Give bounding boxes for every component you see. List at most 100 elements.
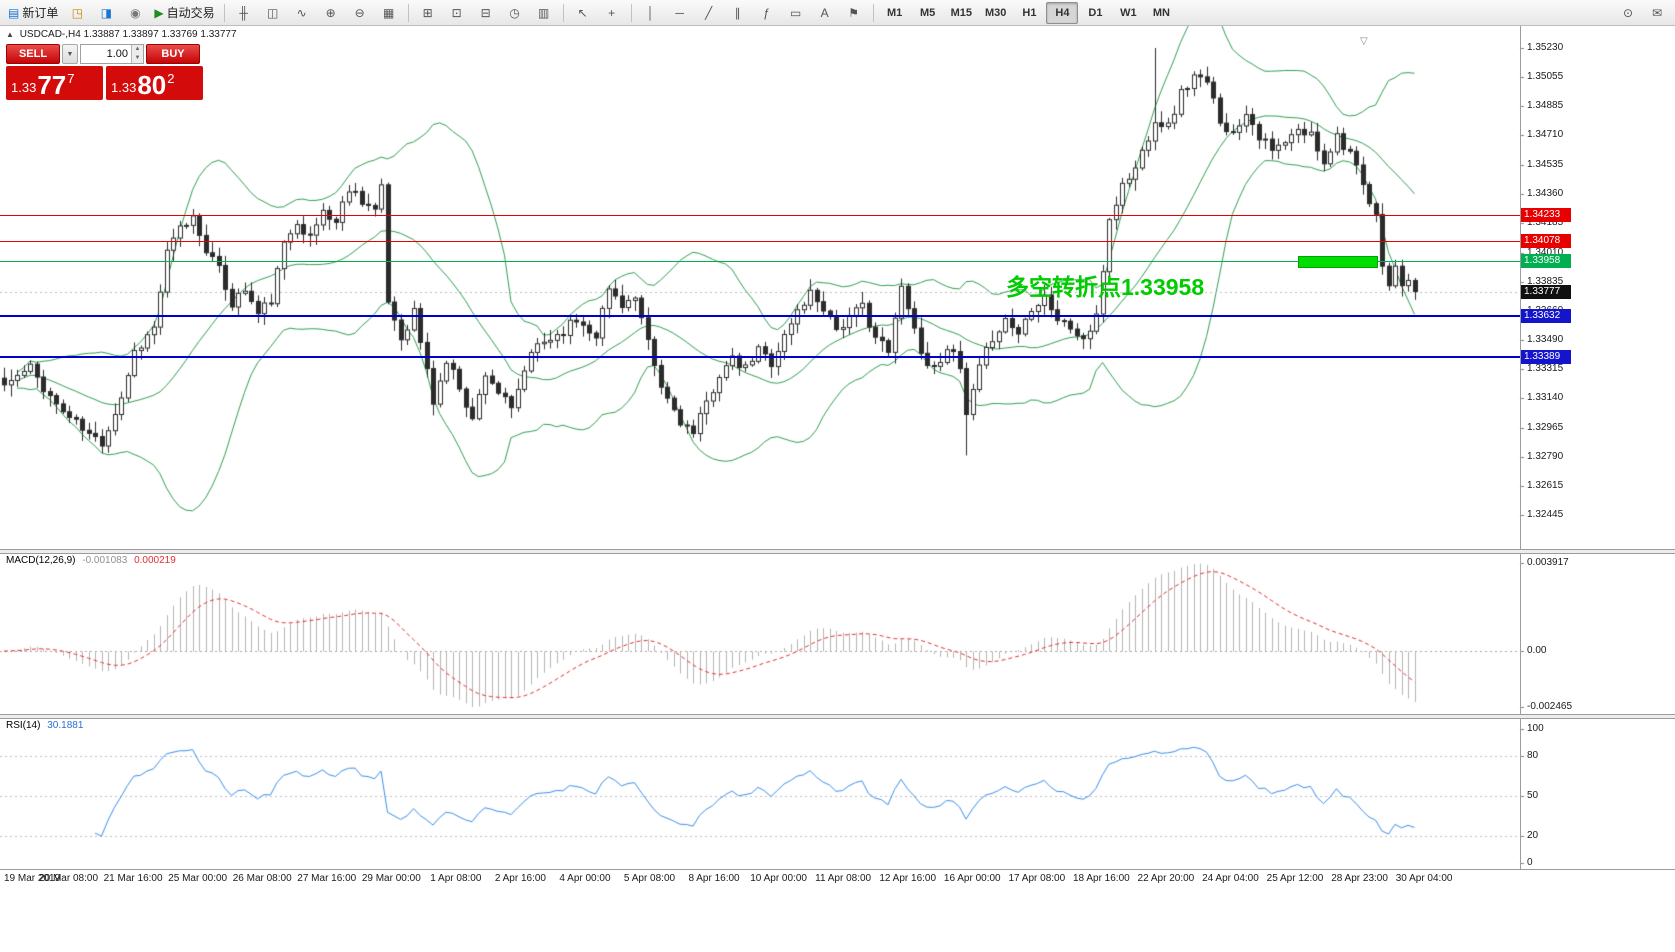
pivot-annotation[interactable]: 多空转折点1.33958 bbox=[1006, 274, 1205, 301]
arrows-icon: ⚑ bbox=[848, 5, 859, 20]
chart-canvas[interactable] bbox=[0, 26, 1675, 952]
crosshair-button[interactable]: + bbox=[598, 2, 626, 24]
timeframe-h1-button[interactable]: H1 bbox=[1022, 6, 1037, 19]
rsi-axis-label: 20 bbox=[1527, 830, 1539, 842]
buy-button[interactable]: BUY bbox=[146, 44, 200, 64]
profiles-button[interactable]: ⊟ bbox=[472, 2, 500, 24]
market-watch-button[interactable]: ◳ bbox=[63, 2, 91, 24]
horizontal-line-pivot[interactable] bbox=[0, 260, 1520, 262]
sell-price-big: 77 bbox=[37, 70, 67, 100]
price-axis-label: 1.32790 bbox=[1527, 451, 1564, 463]
new-chart-button[interactable]: ⊡ bbox=[443, 2, 471, 24]
buy-price-display[interactable]: 1.33 80 2 bbox=[106, 66, 203, 100]
autotrading-button[interactable]: ▶ 自动交易 bbox=[150, 2, 218, 24]
text-button[interactable]: A bbox=[811, 2, 839, 24]
price-axis-label: 1.34535 bbox=[1527, 158, 1564, 170]
sell-button[interactable]: SELL bbox=[6, 44, 60, 64]
indicators-button[interactable]: ▥ bbox=[530, 2, 558, 24]
horizontal-line-support-lower[interactable] bbox=[0, 355, 1520, 358]
rsi-axis-label: 50 bbox=[1527, 790, 1539, 801]
timeframe-m15-button[interactable]: M15 bbox=[950, 6, 973, 19]
volume-decrease-button[interactable]: ▼ bbox=[132, 54, 143, 63]
rsi-label: RSI(14) bbox=[6, 720, 41, 731]
time-axis-label: 25 Mar 00:00 bbox=[168, 873, 228, 884]
horizontal-line-button[interactable]: ─ bbox=[666, 2, 694, 24]
price-badge-pivot: 1.33958 bbox=[1521, 254, 1571, 269]
symbol-period-label: USDCAD-,H4 bbox=[19, 29, 81, 40]
arrows-button[interactable]: ⚑ bbox=[840, 2, 868, 24]
volume-increase-button[interactable]: ▲ bbox=[132, 45, 143, 54]
volume-input[interactable]: 1.00 ▲ ▼ bbox=[80, 44, 144, 64]
clock-button[interactable]: ◷ bbox=[501, 2, 529, 24]
time-axis-label: 26 Mar 08:00 bbox=[232, 873, 292, 884]
price-axis-label: 1.33490 bbox=[1527, 333, 1564, 345]
time-axis-label: 21 Mar 16:00 bbox=[103, 873, 163, 884]
price-axis-label: 1.33835 bbox=[1527, 275, 1564, 287]
fibonacci-icon: ƒ bbox=[763, 5, 770, 20]
price-badge-support-upper: 1.33632 bbox=[1521, 308, 1571, 323]
candlestick-chart-button[interactable]: ◫ bbox=[259, 2, 287, 24]
toolbar-separator bbox=[407, 3, 409, 22]
sell-price-display[interactable]: 1.33 77 7 bbox=[6, 66, 103, 100]
rsi-pane-resizer[interactable] bbox=[0, 714, 1675, 719]
autotrading-icon: ▶ bbox=[154, 5, 164, 20]
sell-price-main: 1.33 bbox=[11, 80, 37, 95]
timeframe-w1-button[interactable]: W1 bbox=[1120, 6, 1137, 19]
zoom-out-button[interactable]: ⊖ bbox=[346, 2, 374, 24]
time-axis-label: 25 Apr 12:00 bbox=[1266, 873, 1324, 884]
price-axis-divider bbox=[1520, 26, 1521, 869]
chat-button[interactable]: ✉ bbox=[1643, 2, 1671, 24]
price-axis-label: 1.33315 bbox=[1527, 363, 1564, 375]
ohlc-values: 1.33887 1.33897 1.33769 1.33777 bbox=[83, 29, 237, 40]
price-axis-label: 1.34010 bbox=[1527, 246, 1564, 258]
market-watch-icon: ◳ bbox=[71, 5, 84, 20]
grid-button[interactable]: ▦ bbox=[375, 2, 403, 24]
price-axis-label: 1.35055 bbox=[1527, 71, 1564, 83]
new-order-button[interactable]: ▤ 新订单 bbox=[4, 2, 62, 24]
time-axis-label: 17 Apr 08:00 bbox=[1008, 873, 1066, 884]
timeframe-mn-button[interactable]: MN bbox=[1152, 6, 1170, 19]
terminal-button[interactable]: ◉ bbox=[121, 2, 149, 24]
zoom-out-icon: ⊖ bbox=[354, 5, 365, 20]
time-axis-label: 28 Apr 23:00 bbox=[1331, 873, 1388, 884]
grid-icon: ▦ bbox=[382, 5, 395, 20]
macd-axis-label: 0.003917 bbox=[1527, 557, 1569, 568]
timeframe-m30-button[interactable]: M30 bbox=[985, 6, 1007, 19]
price-badge-resistance-upper: 1.34233 bbox=[1521, 208, 1571, 223]
timeframe-h4-button[interactable]: H4 bbox=[1046, 1, 1079, 24]
toolbar-separator bbox=[562, 3, 564, 22]
collapse-arrow-icon[interactable]: ▲ bbox=[6, 30, 14, 39]
trendline-button[interactable]: ╱ bbox=[695, 2, 723, 24]
timeframe-d1-button[interactable]: D1 bbox=[1088, 6, 1103, 19]
vertical-line-icon: │ bbox=[646, 5, 655, 20]
toolbar-separator bbox=[872, 3, 874, 22]
navigator-button[interactable]: ◨ bbox=[92, 2, 120, 24]
vertical-line-button[interactable]: │ bbox=[637, 2, 665, 24]
search-button[interactable]: ⊙ bbox=[1614, 2, 1642, 24]
zoom-in-button[interactable]: ⊕ bbox=[317, 2, 345, 24]
tile-windows-icon: ⊞ bbox=[422, 5, 433, 20]
timeframe-m1-button[interactable]: M1 bbox=[886, 6, 903, 19]
time-axis-label: 22 Apr 20:00 bbox=[1137, 873, 1195, 884]
tile-windows-button[interactable]: ⊞ bbox=[414, 2, 442, 24]
shapes-button[interactable]: ▭ bbox=[782, 2, 810, 24]
equidistant-channel-button[interactable]: ∥ bbox=[724, 2, 752, 24]
horizontal-line-resistance-lower[interactable] bbox=[0, 240, 1520, 242]
order-type-dropdown[interactable]: ▼ bbox=[62, 44, 78, 64]
timeframe-m5-button[interactable]: M5 bbox=[919, 6, 936, 19]
toolbar: ▤ 新订单 ◳ ◨ ◉ ▶ 自动交易 ╫ ◫ ∿ ⊕ ⊖ ▦ ⊞ ⊡ ⊟ ◷ ▥ ↖ + │ ─ ╱ ∥ ƒ ▭ A ⚑ M1 M5 M15… bbox=[0, 0, 1675, 26]
macd-axis-label: 0.00 bbox=[1527, 645, 1547, 656]
bar-chart-button[interactable]: ╫ bbox=[230, 2, 258, 24]
fibonacci-button[interactable]: ƒ bbox=[753, 2, 781, 24]
line-chart-button[interactable]: ∿ bbox=[288, 2, 316, 24]
time-axis-label: 1 Apr 08:00 bbox=[430, 873, 482, 884]
pivot-highlight-rect[interactable] bbox=[1298, 256, 1378, 269]
time-axis-label: 29 Mar 00:00 bbox=[361, 873, 421, 884]
macd-pane-resizer[interactable] bbox=[0, 549, 1675, 554]
horizontal-line-resistance-upper[interactable] bbox=[0, 214, 1520, 216]
cursor-button[interactable]: ↖ bbox=[569, 2, 597, 24]
chat-icon: ✉ bbox=[1651, 5, 1663, 20]
horizontal-line-support-upper[interactable] bbox=[0, 314, 1520, 317]
time-axis-label: 4 Apr 00:00 bbox=[559, 873, 611, 884]
chart-shift-marker-icon[interactable]: ▽ bbox=[1360, 36, 1368, 47]
